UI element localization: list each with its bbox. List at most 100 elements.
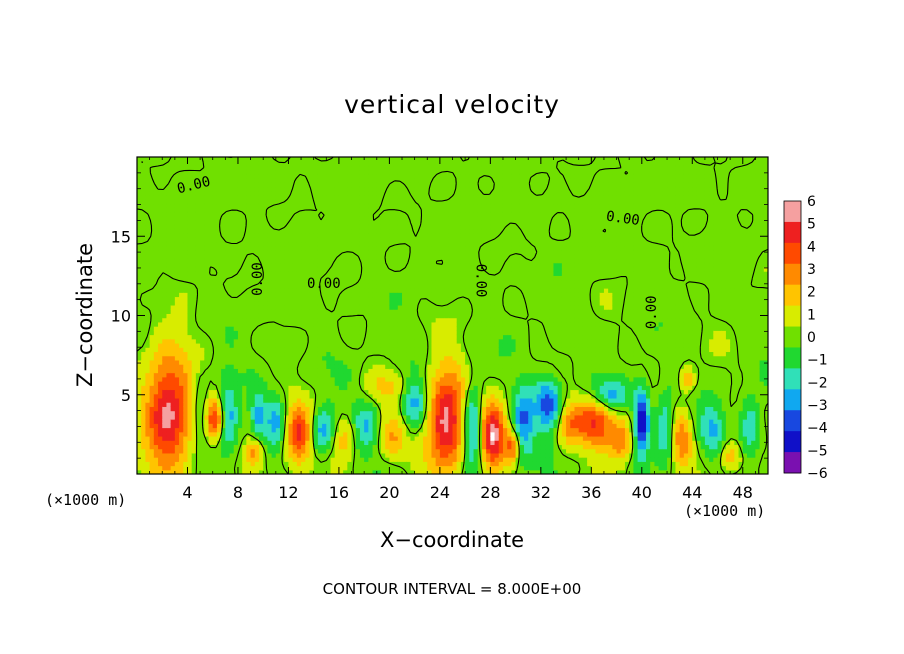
field-cell <box>351 393 357 399</box>
field-cell <box>254 342 260 348</box>
field-cell <box>322 165 327 171</box>
field-cell <box>208 190 214 196</box>
field-cell <box>402 406 407 412</box>
field-cell <box>221 224 226 230</box>
field-cell <box>149 406 155 412</box>
field-cell <box>137 452 142 458</box>
field-cell <box>313 190 319 196</box>
field-cell <box>410 376 416 382</box>
field-cell <box>385 431 390 437</box>
field-cell <box>334 288 340 293</box>
field-cell <box>389 283 395 289</box>
field-cell <box>237 469 243 474</box>
field-cell <box>158 389 163 395</box>
field-cell <box>359 224 365 230</box>
field-cell <box>280 233 285 238</box>
field-cell <box>263 283 269 289</box>
field-cell <box>343 190 348 196</box>
field-cell <box>309 182 315 188</box>
field-cell <box>301 275 306 281</box>
field-cell <box>208 414 214 420</box>
field-cell <box>221 321 226 327</box>
field-cell <box>397 245 403 251</box>
field-cell <box>334 224 340 230</box>
field-cell <box>242 300 247 306</box>
field-cell <box>191 195 197 200</box>
field-cell <box>212 228 218 234</box>
field-cell <box>153 292 159 298</box>
field-cell <box>376 465 382 471</box>
field-cell <box>271 237 277 243</box>
field-cell <box>233 288 239 293</box>
field-cell <box>179 389 184 395</box>
field-cell <box>141 241 147 247</box>
field-cell <box>149 262 155 268</box>
field-cell <box>372 237 378 243</box>
field-cell <box>254 157 260 162</box>
field-cell <box>212 419 218 424</box>
field-cell <box>174 245 180 251</box>
field-cell <box>376 385 382 391</box>
field-cell <box>246 279 252 285</box>
field-cell <box>406 283 412 289</box>
field-cell <box>246 161 252 167</box>
field-cell <box>385 258 390 264</box>
field-cell <box>338 376 344 382</box>
field-cell <box>149 326 155 331</box>
field-cell <box>397 271 403 276</box>
field-cell <box>187 241 193 247</box>
field-cell <box>250 423 256 429</box>
field-cell <box>305 220 311 226</box>
field-cell <box>246 207 252 213</box>
field-cell <box>229 292 235 298</box>
field-cell <box>380 368 386 374</box>
field-cell <box>397 199 403 205</box>
field-cell <box>212 330 218 336</box>
field-cell <box>343 334 348 340</box>
field-cell <box>376 317 382 323</box>
field-cell <box>170 410 176 416</box>
field-cell <box>208 195 214 200</box>
field-cell <box>347 414 353 420</box>
field-cell <box>242 469 247 474</box>
field-cell <box>153 211 159 217</box>
field-cell <box>275 414 281 420</box>
field-cell <box>204 427 210 433</box>
field-cell <box>372 402 378 407</box>
field-cell <box>271 165 277 171</box>
field-cell <box>191 220 197 226</box>
field-cell <box>166 440 172 446</box>
field-cell <box>397 288 403 293</box>
field-cell <box>309 211 315 217</box>
field-cell <box>250 355 256 361</box>
field-cell <box>288 313 294 319</box>
field-cell <box>385 190 390 196</box>
field-cell <box>263 338 269 344</box>
field-cell <box>246 372 252 378</box>
field-cell <box>267 359 273 365</box>
field-cell <box>343 444 348 450</box>
field-cell <box>187 207 193 213</box>
field-cell <box>410 410 416 416</box>
field-cell <box>258 448 264 454</box>
field-cell <box>216 448 222 454</box>
field-cell <box>410 211 416 217</box>
field-cell <box>410 288 416 293</box>
field-cell <box>309 317 315 323</box>
field-cell <box>305 351 311 357</box>
field-cell <box>237 347 243 353</box>
field-cell <box>359 351 365 357</box>
field-cell <box>174 190 180 196</box>
field-cell <box>406 262 412 268</box>
field-cell <box>389 258 395 264</box>
field-cell <box>305 406 311 412</box>
field-cell <box>195 249 201 255</box>
field-cell <box>284 288 290 293</box>
field-cell <box>393 435 399 441</box>
field-cell <box>334 393 340 399</box>
field-cell <box>191 461 197 467</box>
field-cell <box>225 444 231 450</box>
field-cell <box>334 465 340 471</box>
field-cell <box>242 393 247 399</box>
field-cell <box>221 351 226 357</box>
